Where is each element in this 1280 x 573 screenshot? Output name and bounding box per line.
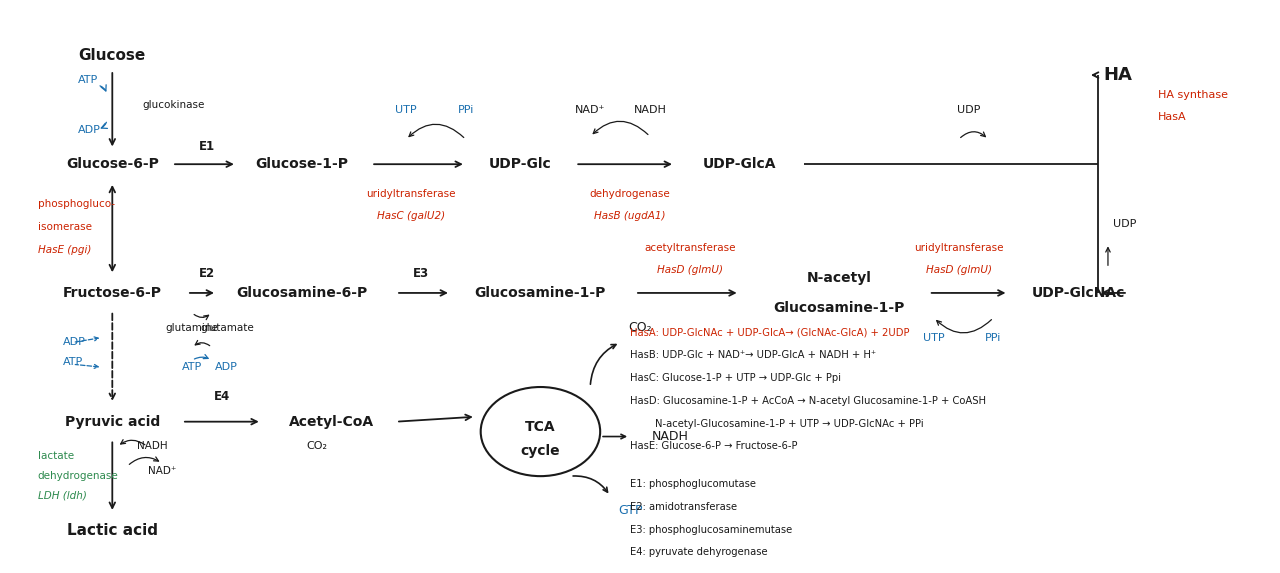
Text: UTP: UTP	[923, 332, 945, 343]
Text: ATP: ATP	[78, 75, 97, 85]
Text: UDP: UDP	[957, 105, 980, 115]
Text: HasC: Glucose-1-P + UTP → UDP-Glc + Ppi: HasC: Glucose-1-P + UTP → UDP-Glc + Ppi	[630, 373, 841, 383]
Text: Glucose-1-P: Glucose-1-P	[255, 157, 348, 171]
Text: HasB (ugdA1): HasB (ugdA1)	[594, 211, 666, 221]
Text: Glucosamine-6-P: Glucosamine-6-P	[236, 286, 367, 300]
Text: ADP: ADP	[63, 337, 86, 347]
Text: PPi: PPi	[457, 105, 474, 115]
Text: HasD (glmU): HasD (glmU)	[925, 265, 992, 275]
Text: acetyltransferase: acetyltransferase	[644, 244, 736, 253]
Text: LDH (ldh): LDH (ldh)	[37, 491, 87, 501]
Text: UDP-GlcNAc: UDP-GlcNAc	[1032, 286, 1125, 300]
Text: HasA: HasA	[1157, 112, 1187, 121]
Text: HasE (pgi): HasE (pgi)	[37, 245, 91, 256]
Text: NADH: NADH	[137, 441, 168, 452]
Text: Pyruvic acid: Pyruvic acid	[65, 415, 160, 429]
Text: E4: pyruvate dehyrogenase: E4: pyruvate dehyrogenase	[630, 547, 768, 558]
Text: E2: amidotransferase: E2: amidotransferase	[630, 502, 737, 512]
Text: UDP-Glc: UDP-Glc	[489, 157, 552, 171]
Text: E1: E1	[198, 140, 215, 153]
Text: HA: HA	[1103, 66, 1133, 84]
Text: HasC (galU2): HasC (galU2)	[376, 211, 445, 221]
Text: NADH: NADH	[634, 105, 667, 115]
Text: HA synthase: HA synthase	[1157, 90, 1228, 100]
Text: TCA: TCA	[525, 419, 556, 434]
Text: CO₂: CO₂	[306, 441, 326, 452]
Text: NADH: NADH	[652, 430, 689, 443]
Text: Glucose: Glucose	[78, 48, 146, 63]
Text: uridyltransferase: uridyltransferase	[914, 244, 1004, 253]
Text: ADP: ADP	[78, 124, 100, 135]
Text: dehydrogenase: dehydrogenase	[590, 189, 671, 199]
Text: UTP: UTP	[396, 105, 417, 115]
Text: E4: E4	[214, 390, 230, 403]
Text: cycle: cycle	[521, 445, 561, 458]
Text: glutamine: glutamine	[165, 323, 219, 332]
Text: uridyltransferase: uridyltransferase	[366, 189, 456, 199]
Text: Acetyl-CoA: Acetyl-CoA	[289, 415, 374, 429]
Text: PPi: PPi	[986, 332, 1002, 343]
Text: Lactic acid: Lactic acid	[67, 523, 157, 538]
Text: Fructose-6-P: Fructose-6-P	[63, 286, 161, 300]
Text: N-acetyl-Glucosamine-1-P + UTP → UDP-GlcNAc + PPi: N-acetyl-Glucosamine-1-P + UTP → UDP-Glc…	[630, 419, 924, 429]
Text: NAD⁺: NAD⁺	[575, 105, 605, 115]
Text: glutamate: glutamate	[200, 323, 253, 332]
Text: E2: E2	[198, 266, 215, 280]
Text: Glucosamine-1-P: Glucosamine-1-P	[475, 286, 607, 300]
Text: phosphogluco-: phosphogluco-	[37, 199, 115, 209]
Text: ATP: ATP	[63, 357, 83, 367]
Text: N-acetyl: N-acetyl	[806, 271, 872, 285]
Text: HasD (glmU): HasD (glmU)	[657, 265, 723, 275]
Text: Glucose-6-P: Glucose-6-P	[65, 157, 159, 171]
Text: GTP: GTP	[618, 504, 643, 517]
Text: HasB: UDP-Glc + NAD⁺→ UDP-GlcA + NADH + H⁺: HasB: UDP-Glc + NAD⁺→ UDP-GlcA + NADH + …	[630, 350, 877, 360]
Text: CO₂: CO₂	[628, 321, 652, 334]
Text: UDP-GlcA: UDP-GlcA	[703, 157, 776, 171]
Text: ADP: ADP	[215, 362, 238, 372]
Text: E3: E3	[413, 266, 429, 280]
Text: isomerase: isomerase	[37, 222, 92, 231]
Text: UDP: UDP	[1112, 219, 1137, 229]
Text: dehydrogenase: dehydrogenase	[37, 471, 118, 481]
Text: HasE: Glucose-6-P → Fructose-6-P: HasE: Glucose-6-P → Fructose-6-P	[630, 441, 797, 452]
Text: ATP: ATP	[182, 362, 202, 372]
Text: NAD⁺: NAD⁺	[148, 466, 177, 476]
Text: E3: phosphoglucosaminemutase: E3: phosphoglucosaminemutase	[630, 525, 792, 535]
Text: HasD: Glucosamine-1-P + AcCoA → N-acetyl Glucosamine-1-P + CoASH: HasD: Glucosamine-1-P + AcCoA → N-acetyl…	[630, 396, 986, 406]
Text: glucokinase: glucokinase	[142, 100, 205, 110]
Text: E1: phosphoglucomutase: E1: phosphoglucomutase	[630, 479, 756, 489]
Text: lactate: lactate	[37, 452, 74, 461]
Text: Glucosamine-1-P: Glucosamine-1-P	[773, 301, 905, 315]
Text: HasA: UDP-GlcNAc + UDP-GlcA→ (GlcNAc-GlcA) + 2UDP: HasA: UDP-GlcNAc + UDP-GlcA→ (GlcNAc-Glc…	[630, 328, 910, 337]
